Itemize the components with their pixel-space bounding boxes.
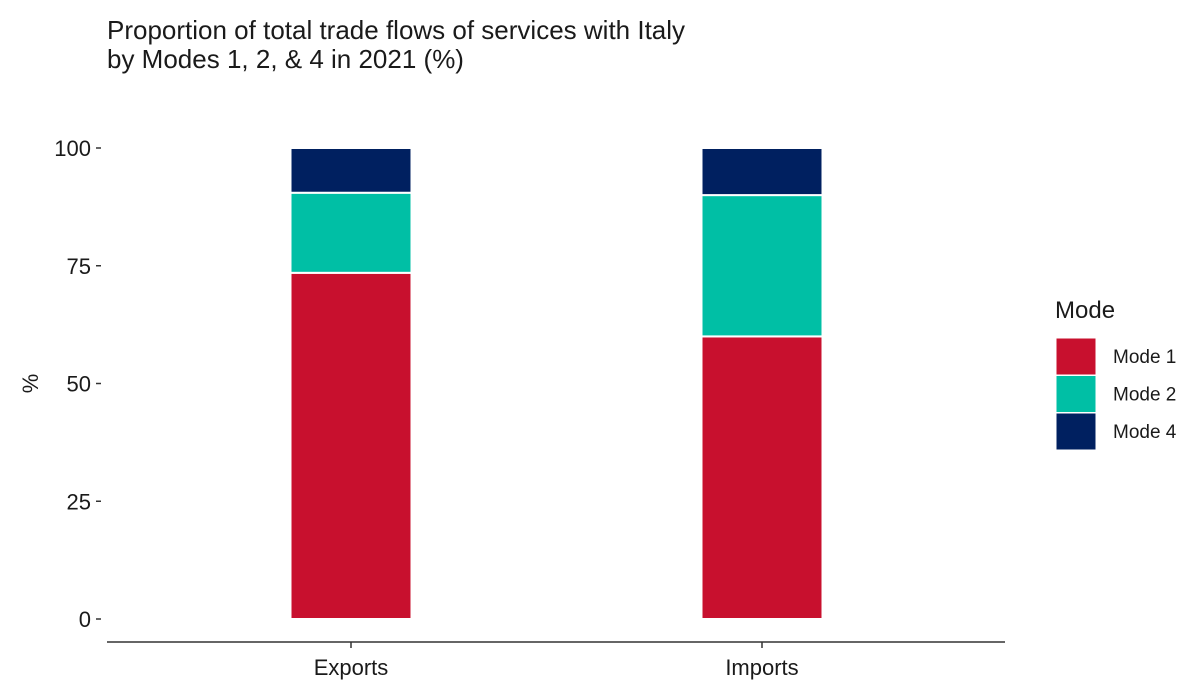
y-tick-label: 50 — [67, 372, 91, 397]
y-tick-label: 25 — [67, 489, 91, 514]
legend-label: Mode 2 — [1113, 385, 1176, 406]
bar-exports-mode-4 — [289, 147, 413, 194]
bar-exports-mode-1 — [289, 271, 413, 620]
legend-swatch-mode-4 — [1055, 412, 1097, 451]
y-tick-label: 0 — [79, 607, 91, 632]
plot-area: % 0 25 50 75 100 Exports Imports — [18, 136, 1005, 680]
y-tick-label: 75 — [67, 254, 91, 279]
y-axis-title: % — [18, 374, 43, 394]
bar-imports-mode-4 — [700, 147, 824, 197]
legend-label: Mode 1 — [1113, 347, 1176, 368]
chart-title-line-1: Proportion of total trade flows of servi… — [107, 15, 685, 45]
bar-exports-mode-2 — [289, 191, 413, 274]
chart-title: Proportion of total trade flows of servi… — [107, 15, 685, 74]
bar-imports-mode-2 — [700, 194, 824, 338]
bar-imports-mode-1 — [700, 335, 824, 620]
legend-swatch-mode-2 — [1055, 375, 1097, 413]
x-tick-label: Exports — [314, 655, 389, 680]
legend-swatch-mode-1 — [1055, 337, 1097, 376]
legend-title: Mode — [1055, 297, 1115, 324]
chart-title-line-2: by Modes 1, 2, & 4 in 2021 (%) — [107, 44, 464, 74]
y-tick-label: 100 — [54, 136, 91, 161]
x-tick-label: Imports — [725, 655, 798, 680]
legend: Mode Mode 1 Mode 2 Mode 4 — [1055, 297, 1177, 451]
legend-label: Mode 4 — [1113, 422, 1177, 443]
